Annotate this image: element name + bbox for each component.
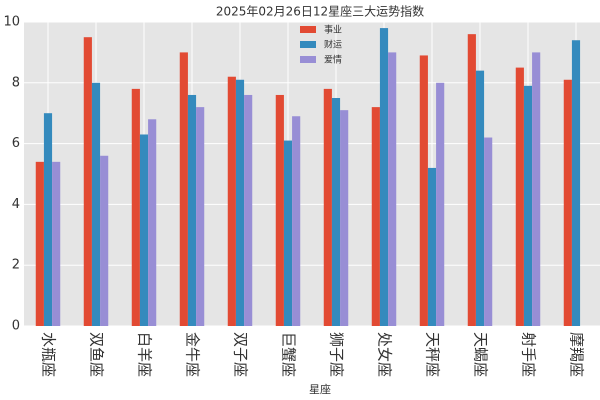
x-tick-label: 天秤座 (424, 332, 442, 377)
bar (52, 161, 61, 326)
x-tick-label: 水瓶座 (40, 332, 58, 377)
bar (323, 88, 332, 326)
x-tick-label: 狮子座 (328, 332, 346, 377)
chart-title: 2025年02月26日12星座三大运势指数 (216, 4, 424, 19)
bar (388, 52, 397, 327)
y-tick-label: 10 (3, 15, 20, 30)
x-tick-label: 巨蟹座 (280, 332, 298, 377)
x-tick-label: 双子座 (232, 332, 250, 377)
bar (563, 79, 572, 326)
bar (467, 34, 476, 326)
x-tick-label: 双鱼座 (88, 332, 106, 377)
bar (292, 116, 301, 327)
bar (131, 88, 140, 326)
bar (227, 76, 236, 326)
bar (139, 134, 149, 326)
x-tick-label: 射手座 (520, 332, 538, 377)
bar (484, 137, 493, 326)
bar (148, 119, 157, 326)
legend-swatch (300, 56, 316, 63)
bar (379, 28, 389, 327)
bar (244, 94, 253, 327)
bar (179, 52, 188, 327)
bar (235, 79, 245, 326)
legend-label: 爱情 (324, 54, 342, 66)
x-tick-label: 处女座 (376, 332, 394, 377)
bar (436, 82, 445, 326)
x-axis-label: 星座 (309, 382, 331, 396)
bar (283, 140, 293, 326)
bar (275, 94, 284, 327)
bar (515, 67, 524, 326)
bar (523, 85, 533, 326)
x-tick-label: 天蝎座 (472, 332, 490, 377)
y-tick-label: 6 (12, 136, 20, 151)
bar (475, 70, 485, 326)
bar (83, 37, 92, 326)
y-tick-label: 8 (12, 75, 20, 90)
x-tick-label: 摩羯座 (568, 332, 586, 377)
bar (100, 155, 109, 326)
x-tick-label: 白羊座 (136, 332, 154, 377)
bar (187, 94, 197, 327)
bar (419, 55, 428, 326)
y-tick-label: 4 (12, 197, 20, 212)
bar (340, 110, 349, 326)
x-tick-label: 金牛座 (184, 332, 202, 377)
bar (196, 107, 205, 327)
bar (35, 161, 44, 326)
bar (371, 107, 380, 327)
bar (91, 82, 101, 326)
plot-area (24, 22, 600, 326)
legend-label: 财运 (324, 39, 342, 51)
bar (532, 52, 541, 327)
bar (571, 40, 581, 327)
bar (427, 167, 437, 326)
legend-label: 事业 (324, 24, 342, 36)
y-tick-label: 2 (12, 258, 20, 273)
y-tick-label: 0 (12, 319, 20, 334)
bar (43, 113, 53, 326)
legend-swatch (300, 41, 316, 48)
bar (331, 98, 341, 326)
legend-swatch (300, 26, 316, 33)
